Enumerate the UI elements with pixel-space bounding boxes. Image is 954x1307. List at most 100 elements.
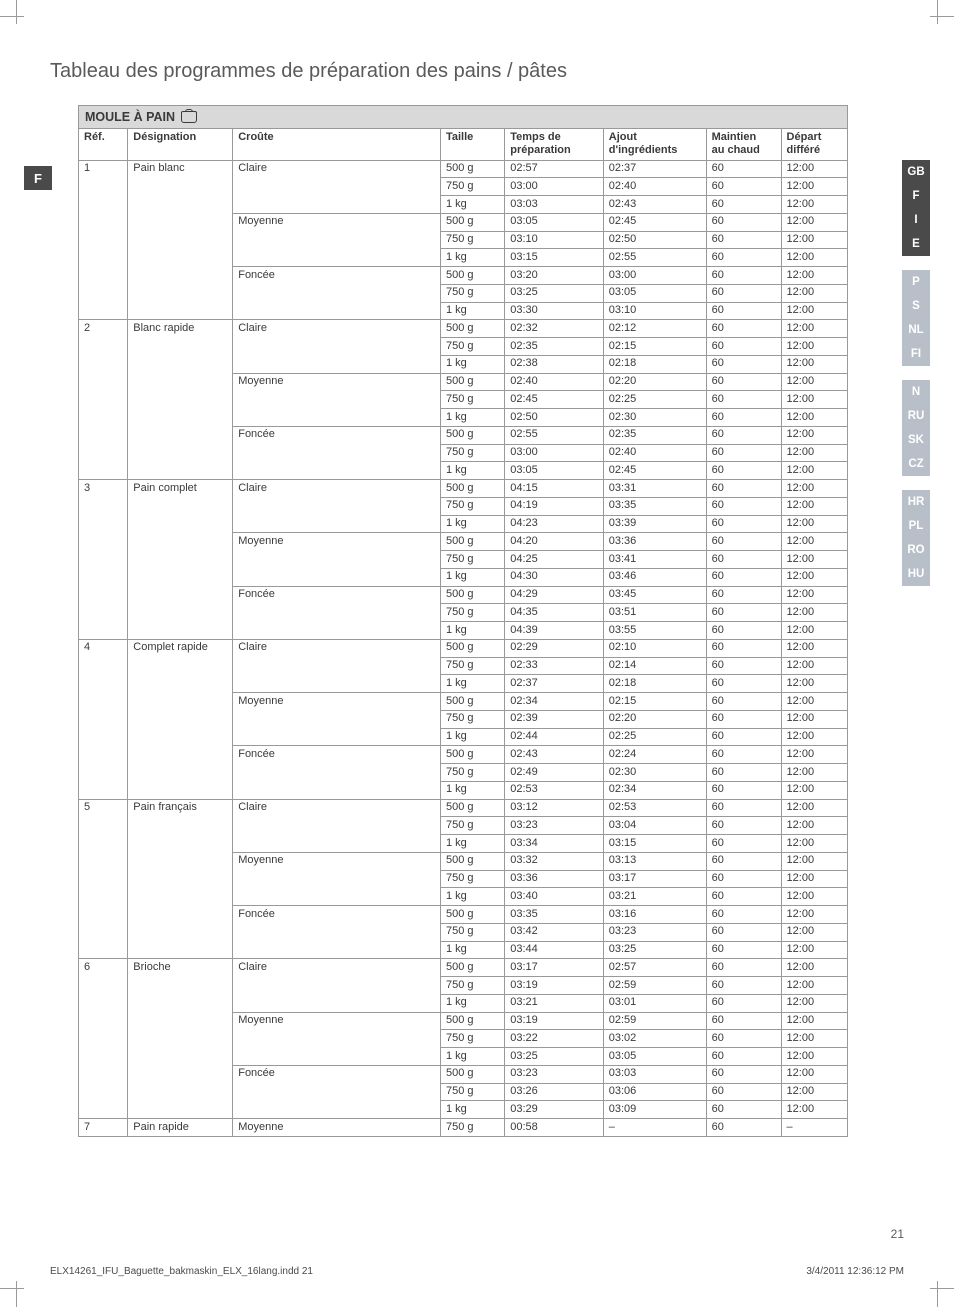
cell-depart: 12:00 — [781, 1030, 847, 1048]
cell-taille: 500 g — [440, 799, 504, 817]
cell-maintien: 60 — [706, 533, 781, 551]
cell-depart: 12:00 — [781, 196, 847, 214]
cell-depart: 12:00 — [781, 710, 847, 728]
language-tab-i[interactable]: I — [902, 208, 930, 232]
cell-taille: 750 g — [440, 1083, 504, 1101]
cell-ajout: 02:30 — [603, 764, 706, 782]
table-row: 6BriocheClaire500 g03:1702:576012:00 — [79, 959, 848, 977]
col-depart-l1: Départ — [787, 131, 822, 143]
cell-maintien: 60 — [706, 906, 781, 924]
cell-depart: 12:00 — [781, 994, 847, 1012]
cell-maintien: 60 — [706, 994, 781, 1012]
cell-depart: 12:00 — [781, 675, 847, 693]
col-ajout-l2: d'ingrédients — [609, 144, 678, 156]
language-tab-cz[interactable]: CZ — [902, 452, 930, 476]
cell-taille: 750 g — [440, 444, 504, 462]
table-container: MOULE À PAIN Réf. Désignation Croûte Tai… — [78, 105, 848, 1137]
cell-ref: 3 — [79, 480, 128, 640]
cell-maintien: 60 — [706, 302, 781, 320]
language-tab-ro[interactable]: RO — [902, 538, 930, 562]
cell-croute: Moyenne — [233, 852, 441, 905]
cell-ajout: 03:04 — [603, 817, 706, 835]
cell-ajout: 02:45 — [603, 462, 706, 480]
crop-mark — [930, 16, 954, 17]
cell-maintien: 60 — [706, 1030, 781, 1048]
cell-temps: 03:36 — [505, 870, 604, 888]
cell-taille: 1 kg — [440, 196, 504, 214]
language-tab-n[interactable]: N — [902, 380, 930, 404]
cell-depart: 12:00 — [781, 906, 847, 924]
cell-maintien: 60 — [706, 710, 781, 728]
cell-ajout: 03:35 — [603, 497, 706, 515]
cell-depart: 12:00 — [781, 1101, 847, 1119]
cell-depart: 12:00 — [781, 764, 847, 782]
cell-depart: 12:00 — [781, 568, 847, 586]
cell-ajout: 02:15 — [603, 693, 706, 711]
cell-maintien: 60 — [706, 444, 781, 462]
language-tab-s[interactable]: S — [902, 294, 930, 318]
cell-croute: Claire — [233, 160, 441, 213]
cell-temps: 03:25 — [505, 284, 604, 302]
language-tab-fi[interactable]: FI — [902, 342, 930, 366]
cell-temps: 03:21 — [505, 994, 604, 1012]
language-tab-gb[interactable]: GB — [902, 160, 930, 184]
cell-ajout: 02:59 — [603, 977, 706, 995]
cell-maintien: 60 — [706, 817, 781, 835]
cell-croute: Claire — [233, 480, 441, 533]
cell-maintien: 60 — [706, 1048, 781, 1066]
cell-depart: 12:00 — [781, 852, 847, 870]
cell-temps: 02:35 — [505, 338, 604, 356]
cell-depart: 12:00 — [781, 693, 847, 711]
cell-croute: Foncée — [233, 426, 441, 479]
cell-temps: 00:58 — [505, 1119, 604, 1137]
cell-ajout: 02:45 — [603, 213, 706, 231]
cell-taille: 1 kg — [440, 355, 504, 373]
cell-croute: Claire — [233, 320, 441, 373]
cell-depart: 12:00 — [781, 1083, 847, 1101]
cell-taille: 750 g — [440, 870, 504, 888]
cell-temps: 04:39 — [505, 622, 604, 640]
language-tab-sk[interactable]: SK — [902, 428, 930, 452]
cell-maintien: 60 — [706, 551, 781, 569]
language-tab-hr[interactable]: HR — [902, 490, 930, 514]
cell-maintien: 60 — [706, 338, 781, 356]
cell-depart: 12:00 — [781, 267, 847, 285]
language-tab-f[interactable]: F — [902, 184, 930, 208]
cell-croute: Moyenne — [233, 213, 441, 266]
cell-maintien: 60 — [706, 267, 781, 285]
cell-taille: 500 g — [440, 160, 504, 178]
language-tab-nl[interactable]: NL — [902, 318, 930, 342]
cell-temps: 02:38 — [505, 355, 604, 373]
cell-temps: 03:19 — [505, 977, 604, 995]
cell-temps: 02:37 — [505, 675, 604, 693]
cell-maintien: 60 — [706, 284, 781, 302]
language-tab-ru[interactable]: RU — [902, 404, 930, 428]
cell-maintien: 60 — [706, 888, 781, 906]
crop-mark — [937, 0, 938, 24]
cell-maintien: 60 — [706, 764, 781, 782]
language-tab-hu[interactable]: HU — [902, 562, 930, 586]
cell-designation: Brioche — [128, 959, 233, 1119]
col-maintien-l1: Maintien — [712, 131, 757, 143]
language-tab-e[interactable]: E — [902, 232, 930, 256]
cell-taille: 1 kg — [440, 302, 504, 320]
cell-maintien: 60 — [706, 728, 781, 746]
cell-taille: 500 g — [440, 426, 504, 444]
cell-maintien: 60 — [706, 196, 781, 214]
language-tab-pl[interactable]: PL — [902, 514, 930, 538]
cell-depart: 12:00 — [781, 728, 847, 746]
cell-temps: 02:53 — [505, 781, 604, 799]
cell-temps: 03:35 — [505, 906, 604, 924]
cell-taille: 750 g — [440, 710, 504, 728]
tab-spacer — [902, 476, 930, 490]
cell-ajout: 02:40 — [603, 444, 706, 462]
cell-maintien: 60 — [706, 373, 781, 391]
cell-taille: 750 g — [440, 1119, 504, 1137]
language-tab-p[interactable]: P — [902, 270, 930, 294]
tab-spacer — [902, 366, 930, 380]
cell-maintien: 60 — [706, 231, 781, 249]
cell-taille: 500 g — [440, 852, 504, 870]
cell-maintien: 60 — [706, 835, 781, 853]
cell-designation: Pain blanc — [128, 160, 233, 320]
cell-taille: 1 kg — [440, 409, 504, 427]
